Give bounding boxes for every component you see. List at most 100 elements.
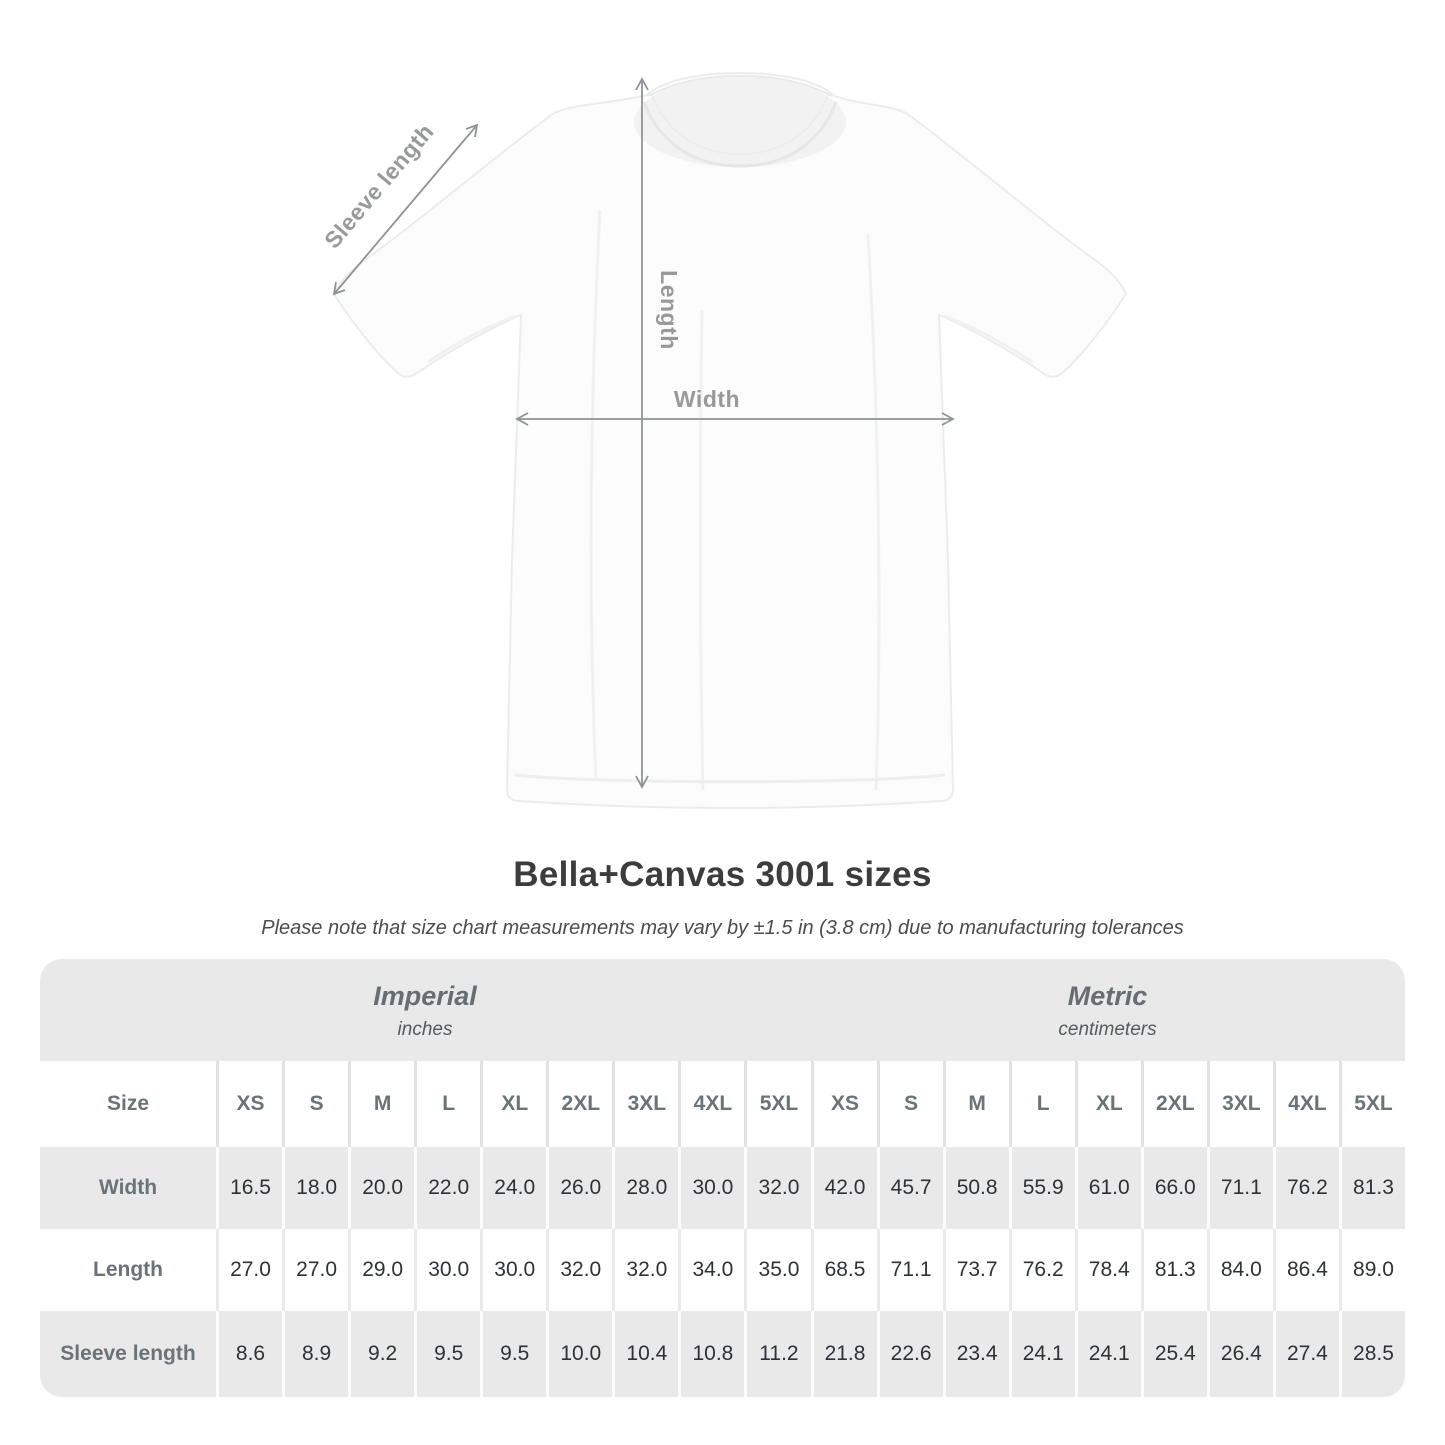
length-imperial-3xl: 32.0 (612, 1229, 678, 1311)
length-metric-2xl: 81.3 (1140, 1229, 1207, 1311)
width-metric-2xl: 66.0 (1140, 1147, 1207, 1229)
length-imperial-s: 27.0 (282, 1229, 348, 1311)
sleeve-length-arrow (332, 123, 479, 296)
length-label: Length (656, 270, 682, 350)
length-metric-s: 71.1 (876, 1229, 943, 1311)
size-header-metric-3xl: 3XL (1206, 1061, 1273, 1147)
size-header-metric-s: S (876, 1061, 943, 1147)
length-imperial-4xl: 34.0 (678, 1229, 744, 1311)
length-metric-3xl: 84.0 (1206, 1229, 1273, 1311)
sleeve-length-metric-2xl: 25.4 (1140, 1311, 1207, 1397)
table-row-sleeve-length: Sleeve length 8.6 8.9 9.2 9.5 9.5 10.0 10.4 10.8… (40, 1311, 1405, 1397)
size-column-header: Size (106, 1092, 150, 1115)
width-metric-xs: 42.0 (810, 1147, 877, 1229)
size-table: Imperial inches Metric centimeters Size X… (40, 959, 1405, 1397)
size-header-metric-5xl: 5XL (1338, 1061, 1405, 1147)
width-metric-xl: 61.0 (1074, 1147, 1141, 1229)
row-label-width: Width (98, 1176, 158, 1199)
length-imperial-l: 30.0 (414, 1229, 480, 1311)
length-metric-5xl: 89.0 (1338, 1229, 1405, 1311)
length-metric-4xl: 86.4 (1272, 1229, 1339, 1311)
width-metric-m: 50.8 (942, 1147, 1009, 1229)
table-row-width: Width 16.5 18.0 20.0 22.0 24.0 26.0 28.0 30.0 32.… (40, 1147, 1405, 1229)
size-header-imperial-xs: XS (216, 1061, 282, 1147)
size-header-metric-xl: XL (1074, 1061, 1141, 1147)
width-metric-3xl: 71.1 (1206, 1147, 1273, 1229)
size-header-imperial-m: M (348, 1061, 414, 1147)
tshirt-graphic: Sleeve length Length Width (319, 71, 1128, 810)
size-header-imperial-s: S (282, 1061, 348, 1147)
size-header-imperial-4xl: 4XL (678, 1061, 744, 1147)
sleeve-length-metric-s: 22.6 (876, 1311, 943, 1397)
size-header-metric-xs: XS (810, 1061, 877, 1147)
size-header-imperial-xl: XL (480, 1061, 546, 1147)
tolerance-note: Please note that size chart measurements… (261, 917, 1184, 939)
row-label-length: Length (93, 1258, 163, 1281)
sleeve-length-imperial-4xl: 10.8 (678, 1311, 744, 1397)
length-metric-xs: 68.5 (810, 1229, 877, 1311)
imperial-header: Imperial inches (40, 959, 810, 1061)
width-metric-s: 45.7 (876, 1147, 943, 1229)
sleeve-length-metric-xl: 24.1 (1074, 1311, 1141, 1397)
fabric-folds (427, 209, 1033, 791)
width-metric-5xl: 81.3 (1338, 1147, 1405, 1229)
sleeve-length-metric-l: 24.1 (1008, 1311, 1075, 1397)
size-header-imperial-3xl: 3XL (612, 1061, 678, 1147)
size-header-imperial-l: L (414, 1061, 480, 1147)
sleeve-length-metric-xs: 21.8 (810, 1311, 877, 1397)
width-imperial-3xl: 28.0 (612, 1147, 678, 1229)
sleeve-length-metric-4xl: 27.4 (1272, 1311, 1339, 1397)
width-imperial-s: 18.0 (282, 1147, 348, 1229)
metric-unit: centimeters (1058, 1019, 1157, 1040)
size-header-imperial-2xl: 2XL (546, 1061, 612, 1147)
size-header-metric-l: L (1008, 1061, 1075, 1147)
tshirt-silhouette (332, 71, 1128, 810)
sleeve-length-metric-5xl: 28.5 (1338, 1311, 1405, 1397)
width-imperial-l: 22.0 (414, 1147, 480, 1229)
size-header-metric-4xl: 4XL (1272, 1061, 1339, 1147)
length-metric-l: 76.2 (1008, 1229, 1075, 1311)
sleeve-length-imperial-5xl: 11.2 (744, 1311, 810, 1397)
measurement-arrows (332, 77, 955, 789)
size-header-metric-2xl: 2XL (1140, 1061, 1207, 1147)
width-imperial-xs: 16.5 (216, 1147, 282, 1229)
width-arrow (515, 412, 955, 426)
tshirt-diagram: Sleeve length Length Width (319, 71, 1128, 810)
length-imperial-2xl: 32.0 (546, 1229, 612, 1311)
sleeve-length-metric-3xl: 26.4 (1206, 1311, 1273, 1397)
sleeve-length-imperial-m: 9.2 (348, 1311, 414, 1397)
sleeve-length-imperial-s: 8.9 (282, 1311, 348, 1397)
units-header-band: Imperial inches Metric centimeters (40, 959, 1405, 1061)
length-imperial-xl: 30.0 (480, 1229, 546, 1311)
size-header-imperial-5xl: 5XL (744, 1061, 810, 1147)
sleeve-length-imperial-xs: 8.6 (216, 1311, 282, 1397)
width-imperial-m: 20.0 (348, 1147, 414, 1229)
hem-stitch (514, 773, 946, 784)
imperial-title: Imperial (373, 981, 477, 1011)
metric-title: Metric (1067, 981, 1148, 1011)
sleeve-length-imperial-xl: 9.5 (480, 1311, 546, 1397)
page-title: Bella+Canvas 3001 sizes (513, 855, 932, 894)
sleeve-length-imperial-3xl: 10.4 (612, 1311, 678, 1397)
table-header-row: Size XS S M L XL 2XL 3XL 4XL 5XL XS S M L XL 2XL 3XL 4XL 5… (40, 1061, 1405, 1147)
length-arrow (635, 77, 649, 789)
width-imperial-4xl: 30.0 (678, 1147, 744, 1229)
table-row-length: Length 27.0 27.0 29.0 30.0 30.0 32.0 32.0 34.0 35… (40, 1229, 1405, 1311)
length-metric-xl: 78.4 (1074, 1229, 1141, 1311)
sleeve-length-metric-m: 23.4 (942, 1311, 1009, 1397)
width-imperial-2xl: 26.0 (546, 1147, 612, 1229)
sleeve-length-imperial-l: 9.5 (414, 1311, 480, 1397)
collar (634, 74, 846, 168)
row-label-sleeve-length: Sleeve length (60, 1342, 196, 1365)
length-imperial-5xl: 35.0 (744, 1229, 810, 1311)
length-imperial-m: 29.0 (348, 1229, 414, 1311)
size-header-metric-m: M (942, 1061, 1009, 1147)
width-imperial-5xl: 32.0 (744, 1147, 810, 1229)
length-imperial-xs: 27.0 (216, 1229, 282, 1311)
length-metric-m: 73.7 (942, 1229, 1009, 1311)
sleeve-length-imperial-2xl: 10.0 (546, 1311, 612, 1397)
metric-header: Metric centimeters (810, 959, 1405, 1061)
width-label: Width (674, 386, 740, 412)
width-metric-4xl: 76.2 (1272, 1147, 1339, 1229)
imperial-unit: inches (397, 1019, 453, 1040)
